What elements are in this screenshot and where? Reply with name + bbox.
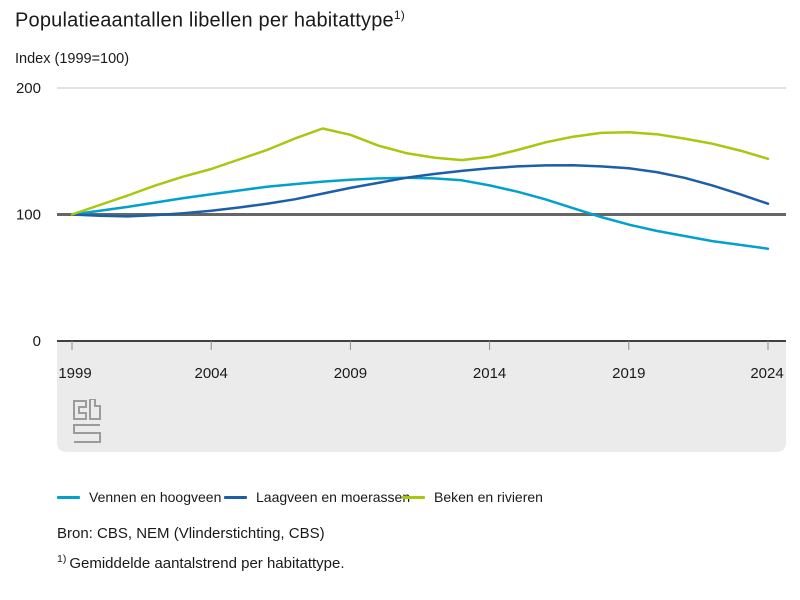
footnote-marker: 1): [57, 553, 67, 565]
chart-title: Populatieaantallen libellen per habitatt…: [15, 8, 405, 33]
footnote: 1) Gemiddelde aantalstrend per habitattyp…: [57, 553, 345, 572]
legend-label-laagveen: Laagveen en moerassen: [256, 489, 411, 505]
legend-swatch-laagveen: [224, 495, 247, 499]
cbs-logo-letter-b: [89, 399, 101, 420]
legend-label-beken: Beken en rivieren: [434, 489, 543, 505]
source-text: Bron: CBS, NEM (Vlinderstichting, CBS): [57, 525, 325, 542]
legend-swatch-beken: [402, 495, 425, 499]
y-tick-label-0: 0: [33, 333, 41, 350]
y-tick-label-100: 100: [16, 207, 41, 224]
title-text: Populatieaantallen libellen per habitatt…: [15, 9, 394, 32]
cbs-logo-letter-c: [73, 400, 87, 420]
x-tick-label-2009: 2009: [334, 365, 367, 382]
x-tick-label-2014: 2014: [473, 365, 506, 382]
x-tick-label-2024: 2024: [750, 365, 783, 382]
legend-item-laagveen-en-moerassen: Laagveen en moerassen: [224, 488, 410, 506]
legend-item-vennen-en-hoogveen: Vennen en hoogveen: [57, 488, 221, 506]
x-tick-label-2019: 2019: [612, 365, 645, 382]
series-line-vennen-en-hoogveen: [70, 176, 770, 250]
x-axis-band: [57, 342, 786, 452]
chart-subtitle: Index (1999=100): [15, 51, 130, 67]
x-tick-label-1999: 1999: [58, 365, 91, 382]
legend-label-vennen: Vennen en hoogveen: [89, 489, 222, 505]
x-tick-label-2004: 2004: [195, 365, 228, 382]
legend-swatch-vennen: [57, 495, 80, 499]
legend-item-beken-en-rivieren: Beken en rivieren: [402, 488, 543, 506]
y-tick-label-200: 200: [16, 80, 41, 97]
series-line-laagveen-en-moerassen: [70, 163, 770, 218]
cbs-logo-letter-s: [73, 424, 101, 443]
chart-legend: Vennen en hoogveen Laagveen en moerassen…: [0, 488, 800, 506]
title-footnote-marker: 1): [393, 8, 405, 22]
footnote-text: Gemiddelde aantalstrend per habitattype.: [69, 555, 345, 572]
series-line-beken-en-rivieren: [70, 127, 770, 216]
cbs-logo: [73, 399, 101, 443]
